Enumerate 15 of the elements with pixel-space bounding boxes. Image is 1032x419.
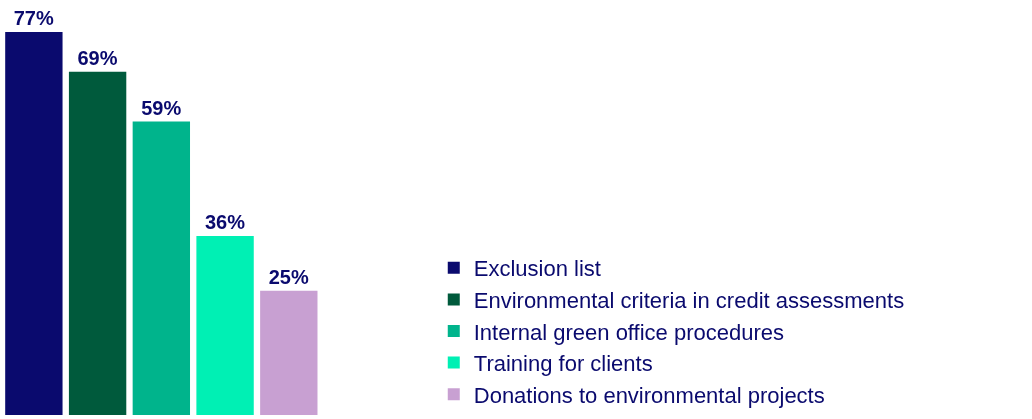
- data-label: 77%: [13, 7, 54, 29]
- bar: [5, 32, 63, 415]
- legend-label: Exclusion list: [473, 256, 601, 282]
- bar: [260, 290, 318, 415]
- bar: [68, 71, 127, 415]
- data-label: 36%: [204, 210, 246, 233]
- bar: [132, 121, 191, 415]
- legend-label: Environmental criteria in credit assessments: [473, 287, 905, 313]
- data-label: 25%: [268, 265, 309, 288]
- data-label: 69%: [77, 46, 118, 69]
- data-label: 59%: [141, 96, 182, 119]
- legend-label: Training for clients: [473, 351, 653, 377]
- legend-label: Internal green office procedures: [473, 319, 784, 345]
- legend-label: Donations to environmental projects: [473, 382, 825, 408]
- bar: [196, 235, 254, 415]
